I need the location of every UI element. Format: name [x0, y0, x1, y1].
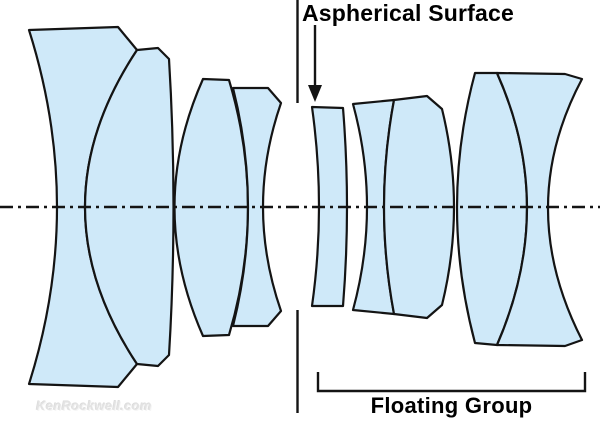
aspherical-surface-label: Aspherical Surface	[302, 0, 514, 26]
lens-element-9	[495, 71, 584, 348]
lens-element-5	[310, 105, 349, 308]
aspherical-arrow-head-icon	[308, 85, 322, 102]
floating-group-bracket	[316, 372, 587, 393]
kenrockwell-watermark: KenRockwell.com	[36, 398, 152, 413]
floating-group-label: Floating Group	[370, 393, 533, 418]
lens-element-4	[231, 86, 283, 328]
lens-element-2	[84, 46, 175, 368]
